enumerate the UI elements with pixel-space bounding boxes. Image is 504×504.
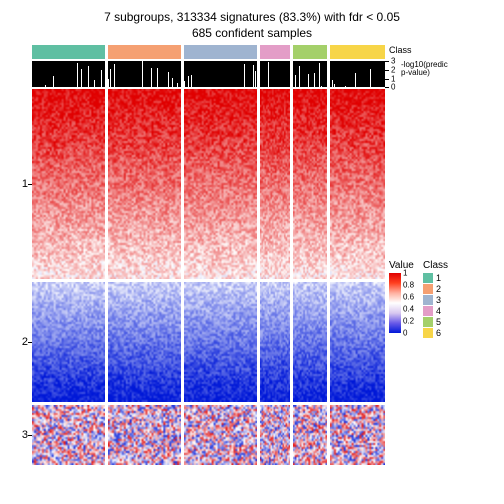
heatmap-row-group-2 xyxy=(32,282,385,402)
class-swatch-6 xyxy=(423,328,433,338)
heatmap-cell xyxy=(32,405,105,465)
title-block: 7 subgroups, 313334 signatures (83.3%) w… xyxy=(10,10,494,41)
class-block-4 xyxy=(260,45,290,59)
value-tick-0.6: 0.6 xyxy=(403,293,414,302)
heatmap xyxy=(32,89,385,465)
class-swatch-4 xyxy=(423,306,433,316)
class-legend-title: Class xyxy=(423,260,448,271)
log-tick-0: 0 xyxy=(391,83,395,92)
heatmap-cell xyxy=(330,405,385,465)
class-legend-item-3: 3 xyxy=(423,295,448,305)
heatmap-cell xyxy=(108,282,181,402)
log-tick-2: 2 xyxy=(391,65,395,74)
heatmap-cell xyxy=(32,282,105,402)
title-line-2: 685 confident samples xyxy=(10,26,494,42)
class-legend-label: 1 xyxy=(436,274,441,283)
class-strip-label: Class xyxy=(389,45,412,55)
log-block-1 xyxy=(32,61,105,87)
class-legend-label: 2 xyxy=(436,285,441,294)
log10-strip xyxy=(32,61,385,87)
heatmap-cell xyxy=(293,89,327,279)
right-annotations: Class0123-log10(predicp-value)Value00.20… xyxy=(389,45,449,465)
heatmap-cell xyxy=(293,405,327,465)
class-legend-item-4: 4 xyxy=(423,306,448,316)
class-block-5 xyxy=(293,45,327,59)
main-column xyxy=(32,45,385,465)
heatmap-row-group-3 xyxy=(32,405,385,465)
log-tick-1: 1 xyxy=(391,74,395,83)
class-swatch-1 xyxy=(423,273,433,283)
heatmap-cell xyxy=(184,282,257,402)
class-legend-item-5: 5 xyxy=(423,317,448,327)
class-legend-label: 3 xyxy=(436,296,441,305)
heatmap-cell xyxy=(260,405,290,465)
class-legend-item-2: 2 xyxy=(423,284,448,294)
log-tick-3: 3 xyxy=(391,57,395,66)
class-legend: Class 1 2 3 4 5 6 xyxy=(423,260,448,339)
heatmap-cell xyxy=(184,405,257,465)
log-block-4 xyxy=(260,61,290,87)
heatmap-cell xyxy=(260,282,290,402)
value-legend-ramp: 00.20.40.60.81 xyxy=(389,273,401,333)
value-tick-1: 1 xyxy=(403,269,407,278)
class-block-2 xyxy=(108,45,181,59)
heatmap-cell xyxy=(330,282,385,402)
log-block-3 xyxy=(184,61,257,87)
heatmap-row-group-1 xyxy=(32,89,385,279)
value-legend-title: Value xyxy=(389,260,414,271)
value-tick-0.4: 0.4 xyxy=(403,305,414,314)
class-block-1 xyxy=(32,45,105,59)
value-tick-0.2: 0.2 xyxy=(403,317,414,326)
log-block-2 xyxy=(108,61,181,87)
class-block-6 xyxy=(330,45,385,59)
title-line-1: 7 subgroups, 313334 signatures (83.3%) w… xyxy=(10,10,494,26)
class-legend-label: 4 xyxy=(436,307,441,316)
log-axis-label: -log10(predicp-value) xyxy=(401,61,448,77)
class-legend-item-1: 1 xyxy=(423,273,448,283)
log-block-5 xyxy=(293,61,327,87)
value-tick-0.8: 0.8 xyxy=(403,281,414,290)
heatmap-cell xyxy=(260,89,290,279)
class-legend-label: 5 xyxy=(436,318,441,327)
value-tick-0: 0 xyxy=(403,329,407,338)
heatmap-cell xyxy=(184,89,257,279)
class-swatch-5 xyxy=(423,317,433,327)
heatmap-cell xyxy=(32,89,105,279)
heatmap-cell xyxy=(293,282,327,402)
heatmap-cell xyxy=(108,89,181,279)
heatmap-cell xyxy=(108,405,181,465)
heatmap-cell xyxy=(330,89,385,279)
class-swatch-3 xyxy=(423,295,433,305)
y-axis: 123 xyxy=(10,45,32,465)
plot-row: 123 Class0123-log10(predicp-value)Value0… xyxy=(10,45,494,465)
class-legend-item-6: 6 xyxy=(423,328,448,338)
value-legend: Value 00.20.40.60.81 xyxy=(389,260,414,333)
class-block-3 xyxy=(184,45,257,59)
class-legend-label: 6 xyxy=(436,329,441,338)
class-swatch-2 xyxy=(423,284,433,294)
class-strip xyxy=(32,45,385,59)
log-block-6 xyxy=(330,61,385,87)
